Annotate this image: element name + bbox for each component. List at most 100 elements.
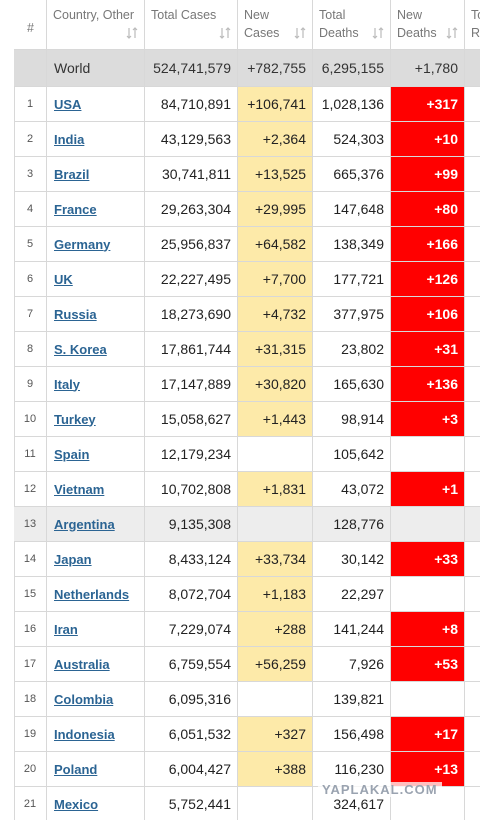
country-link[interactable]: Vietnam (54, 481, 105, 497)
new-cases: +4,732 (238, 297, 313, 332)
total-deaths: 23,802 (313, 332, 391, 367)
header-text: Total Deaths (319, 8, 359, 40)
new-cases: +13,525 (238, 157, 313, 192)
total-deaths: 177,721 (313, 262, 391, 297)
total-cases: 6,004,427 (145, 752, 238, 787)
extra-cell (465, 577, 480, 612)
country-cell: Australia (47, 647, 145, 682)
country-cell: Brazil (47, 157, 145, 192)
sort-icon (372, 27, 384, 39)
total-deaths: 128,776 (313, 507, 391, 542)
new-cases (238, 507, 313, 542)
new-deaths: +31 (391, 332, 465, 367)
extra-cell (465, 612, 480, 647)
country-link[interactable]: UK (54, 271, 73, 287)
country-link[interactable]: USA (54, 96, 82, 112)
country-cell: Turkey (47, 402, 145, 437)
country-link[interactable]: Spain (54, 446, 90, 462)
extra-cell (465, 437, 480, 472)
extra-cell (465, 87, 480, 122)
country-link[interactable]: Germany (54, 236, 111, 252)
total-cases: 15,058,627 (145, 402, 238, 437)
total-deaths: 147,648 (313, 192, 391, 227)
country-cell: Iran (47, 612, 145, 647)
country-link[interactable]: Turkey (54, 411, 96, 427)
rank: 8 (14, 332, 47, 367)
country-link[interactable]: S. Korea (54, 341, 107, 357)
country-link[interactable]: France (54, 201, 97, 217)
extra-cell (465, 297, 480, 332)
total-deaths: 98,914 (313, 402, 391, 437)
new-cases: +30,820 (238, 367, 313, 402)
column-header[interactable]: Total Cases (145, 0, 238, 50)
extra-cell (465, 332, 480, 367)
sort-icon (294, 27, 306, 39)
rank: 18 (14, 682, 47, 717)
new-cases: +29,995 (238, 192, 313, 227)
rank: 19 (14, 717, 47, 752)
country-cell: Argentina (47, 507, 145, 542)
country-cell: Vietnam (47, 472, 145, 507)
country-link[interactable]: Iran (54, 621, 78, 637)
header-text: # (27, 20, 34, 35)
country-link[interactable]: Argentina (54, 516, 115, 532)
new-cases: +33,734 (238, 542, 313, 577)
country-link[interactable]: Brazil (54, 166, 90, 182)
country-link[interactable]: Mexico (54, 796, 99, 812)
new-deaths: +17 (391, 717, 465, 752)
total-deaths: 665,376 (313, 157, 391, 192)
country-link[interactable]: Poland (54, 761, 98, 777)
country-link[interactable]: India (54, 131, 85, 147)
new-deaths: +33 (391, 542, 465, 577)
column-header[interactable]: New Deaths (391, 0, 465, 50)
extra-cell (465, 752, 480, 787)
sort-icon (219, 27, 231, 39)
country-link[interactable]: Netherlands (54, 586, 130, 602)
column-header[interactable]: Total Deaths (313, 0, 391, 50)
country-link[interactable]: Indonesia (54, 726, 115, 742)
world-total_cases: 524,741,579 (145, 50, 238, 87)
new-deaths: +317 (391, 87, 465, 122)
column-header[interactable]: Country, Other (47, 0, 145, 50)
new-deaths: +99 (391, 157, 465, 192)
country-link[interactable]: Russia (54, 306, 97, 322)
new-cases (238, 682, 313, 717)
country-cell: UK (47, 262, 145, 297)
header-text: New Deaths (397, 8, 437, 40)
country-link[interactable]: Japan (54, 551, 92, 567)
column-header[interactable]: New Cases (238, 0, 313, 50)
new-deaths: +13 (391, 752, 465, 787)
country-link[interactable]: Italy (54, 376, 81, 392)
total-cases: 8,433,124 (145, 542, 238, 577)
country-link[interactable]: Colombia (54, 691, 114, 707)
new-deaths (391, 577, 465, 612)
new-deaths: +80 (391, 192, 465, 227)
rank: 5 (14, 227, 47, 262)
column-header[interactable]: # (14, 0, 47, 50)
world-new_cases: +782,755 (238, 50, 313, 87)
new-cases: +56,259 (238, 647, 313, 682)
rank: 9 (14, 367, 47, 402)
rank: 14 (14, 542, 47, 577)
watermark: YAPLAKAL.COM (318, 782, 442, 797)
extra-cell (465, 787, 480, 820)
country-link[interactable]: Australia (54, 656, 110, 672)
new-deaths (391, 507, 465, 542)
new-deaths: +10 (391, 122, 465, 157)
extra-cell (465, 647, 480, 682)
rank: 10 (14, 402, 47, 437)
header-text: Country, Other (53, 8, 135, 22)
rank: 2 (14, 122, 47, 157)
header-text: Total Recovered (471, 8, 480, 40)
country-cell: Mexico (47, 787, 145, 820)
extra-cell (465, 717, 480, 752)
total-cases: 8,072,704 (145, 577, 238, 612)
column-header[interactable]: Total Recovered (465, 0, 480, 50)
new-cases (238, 787, 313, 820)
new-deaths: +1 (391, 472, 465, 507)
new-deaths (391, 787, 465, 820)
rank: 11 (14, 437, 47, 472)
world-total_deaths: 6,295,155 (313, 50, 391, 87)
total-deaths: 1,028,136 (313, 87, 391, 122)
